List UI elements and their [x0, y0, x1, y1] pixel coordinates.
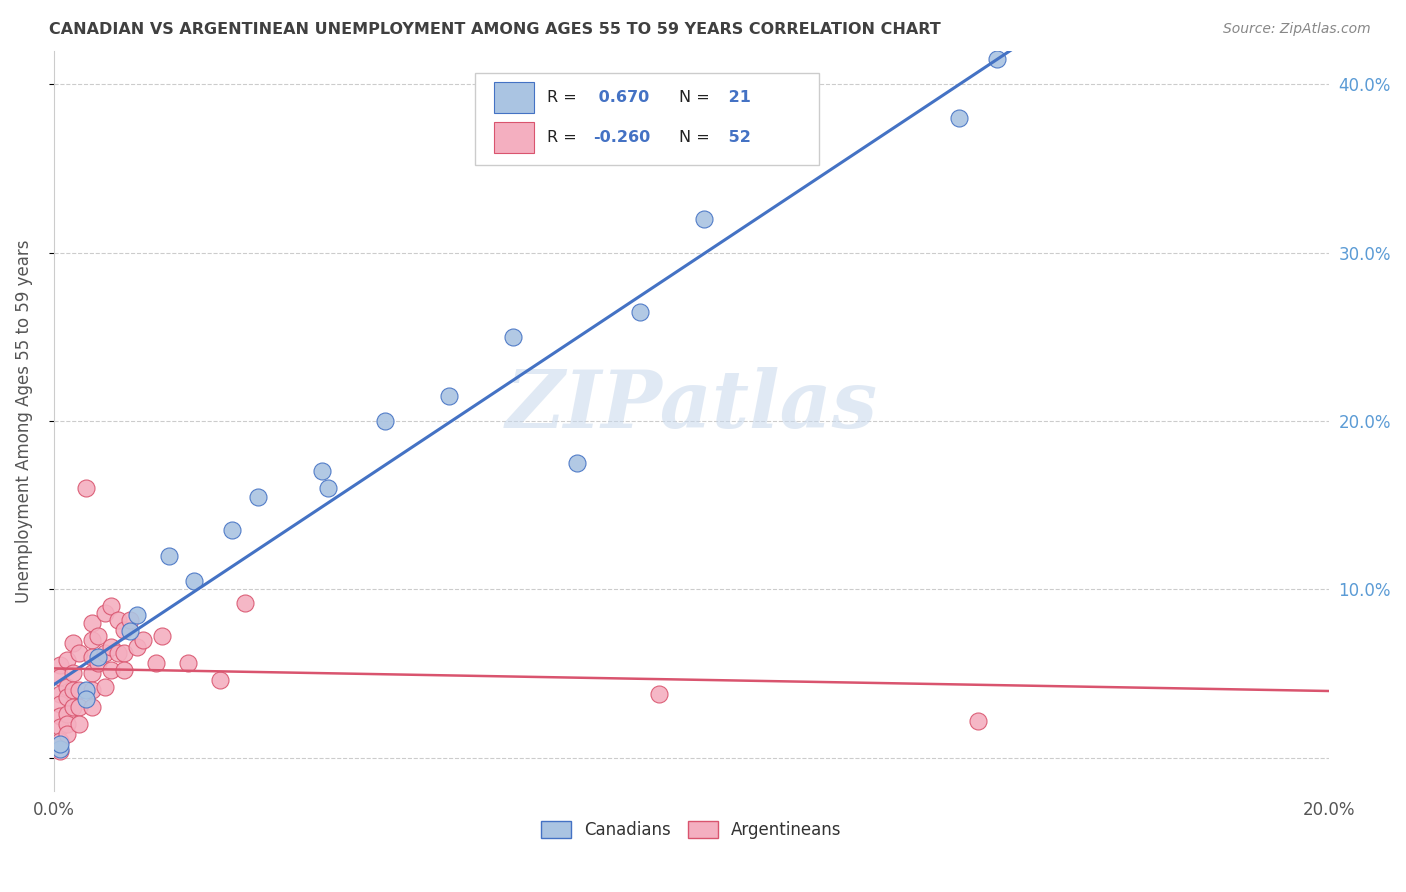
Point: [80, 666, 103, 681]
Point: [67, 717, 90, 731]
Point: [80, 615, 103, 630]
Point: [67, 700, 90, 714]
Point: [62, 636, 84, 650]
Point: [49, 697, 72, 711]
Point: [132, 632, 155, 647]
Point: [100, 640, 122, 654]
Point: [87, 629, 110, 643]
Point: [120, 624, 142, 639]
Point: [67, 646, 90, 660]
Point: [112, 646, 135, 660]
Point: [565, 456, 588, 470]
Point: [208, 673, 231, 688]
Point: [112, 663, 135, 677]
Point: [62, 666, 84, 681]
Text: N =: N =: [679, 90, 714, 105]
Point: [246, 490, 269, 504]
Point: [87, 649, 110, 664]
Point: [80, 649, 103, 664]
Point: [125, 640, 148, 654]
Point: [183, 574, 205, 588]
Point: [49, 733, 72, 747]
Point: [94, 680, 117, 694]
Point: [55, 727, 77, 741]
Text: CANADIAN VS ARGENTINEAN UNEMPLOYMENT AMONG AGES 55 TO 59 YEARS CORRELATION CHART: CANADIAN VS ARGENTINEAN UNEMPLOYMENT AMO…: [49, 22, 941, 37]
Point: [628, 304, 651, 318]
Point: [233, 596, 256, 610]
Point: [49, 742, 72, 756]
FancyBboxPatch shape: [494, 82, 534, 113]
Text: 0.670: 0.670: [593, 90, 650, 105]
Point: [49, 737, 72, 751]
FancyBboxPatch shape: [494, 122, 534, 153]
Point: [75, 691, 97, 706]
Text: -0.260: -0.260: [593, 130, 651, 145]
Point: [221, 524, 243, 538]
Point: [112, 623, 135, 637]
Text: R =: R =: [547, 130, 582, 145]
Point: [967, 714, 990, 728]
Point: [55, 690, 77, 704]
Point: [49, 670, 72, 684]
Point: [49, 720, 72, 734]
Point: [80, 683, 103, 698]
Point: [94, 646, 117, 660]
Point: [648, 687, 671, 701]
Text: 52: 52: [723, 130, 751, 145]
Point: [693, 212, 716, 227]
Point: [87, 657, 110, 671]
FancyBboxPatch shape: [475, 73, 818, 166]
Point: [986, 52, 1008, 66]
Point: [62, 683, 84, 698]
Point: [49, 658, 72, 673]
Point: [948, 111, 970, 125]
Point: [100, 663, 122, 677]
Point: [374, 414, 396, 428]
Point: [145, 657, 167, 671]
Point: [120, 613, 142, 627]
Text: Source: ZipAtlas.com: Source: ZipAtlas.com: [1223, 22, 1371, 37]
Point: [107, 613, 129, 627]
Point: [150, 629, 173, 643]
Point: [49, 687, 72, 701]
Point: [49, 744, 72, 758]
Point: [62, 700, 84, 714]
Point: [75, 683, 97, 698]
Point: [502, 330, 524, 344]
Point: [437, 389, 460, 403]
Point: [55, 706, 77, 721]
Legend: Canadians, Argentineans: Canadians, Argentineans: [534, 814, 848, 846]
Text: R =: R =: [547, 90, 582, 105]
Point: [67, 683, 90, 698]
Point: [311, 465, 333, 479]
Point: [49, 708, 72, 723]
Point: [94, 606, 117, 620]
Text: ZIPatlas: ZIPatlas: [505, 368, 877, 445]
Point: [177, 657, 200, 671]
Point: [80, 700, 103, 714]
Point: [107, 646, 129, 660]
Point: [100, 599, 122, 614]
Text: N =: N =: [679, 130, 714, 145]
Point: [157, 549, 180, 563]
Point: [75, 481, 97, 495]
Point: [55, 680, 77, 694]
Y-axis label: Unemployment Among Ages 55 to 59 years: Unemployment Among Ages 55 to 59 years: [15, 239, 32, 603]
Point: [80, 632, 103, 647]
Point: [125, 607, 148, 622]
Point: [55, 717, 77, 731]
Point: [55, 653, 77, 667]
Text: 21: 21: [723, 90, 751, 105]
Point: [316, 481, 339, 495]
